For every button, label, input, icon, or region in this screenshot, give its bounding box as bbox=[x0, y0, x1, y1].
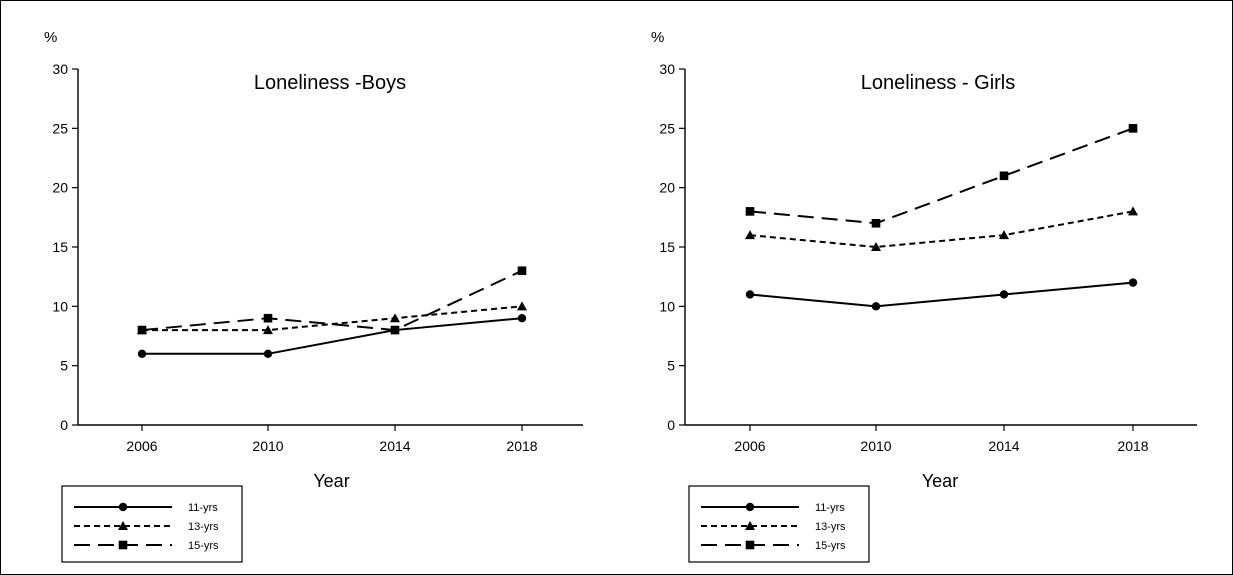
data-point-15-yrs bbox=[263, 313, 273, 323]
data-point-11-yrs bbox=[745, 290, 755, 299]
legend-box bbox=[61, 485, 243, 563]
data-point-11-yrs bbox=[263, 349, 273, 358]
x-tick-label: 2018 bbox=[1117, 438, 1148, 454]
data-point-15-yrs bbox=[745, 207, 755, 216]
y-tick-label: 10 bbox=[659, 298, 675, 314]
x-tick-label: 2014 bbox=[988, 438, 1019, 454]
series-13-yrs bbox=[137, 301, 527, 335]
data-point-13-yrs bbox=[263, 325, 273, 335]
x-tick-label: 2006 bbox=[126, 438, 157, 454]
chart-girls: 0 5 10 15 20 25 30 2006 2010 2014 2018% Loneliness … bbox=[651, 29, 1197, 563]
x-axis-title: Year bbox=[922, 471, 958, 491]
y-tick-label: 5 bbox=[667, 358, 675, 374]
data-point-15-yrs bbox=[999, 171, 1009, 181]
data-point-13-yrs bbox=[999, 230, 1009, 240]
x-tick-label: 2010 bbox=[860, 438, 891, 454]
data-point-11-yrs bbox=[1128, 278, 1138, 287]
series-13-yrs bbox=[745, 206, 1138, 251]
series-15-yrs bbox=[745, 124, 1138, 228]
y-tick-label: 20 bbox=[52, 180, 68, 196]
legend-label: 13-yrs bbox=[188, 521, 219, 533]
chart-boys: 0 5 10 15 20 25 30 2006 2010 2014 2018% Loneliness … bbox=[44, 29, 583, 563]
y-tick-label: 15 bbox=[52, 239, 68, 255]
legend-marker-11-yrs bbox=[745, 502, 755, 512]
data-point-11-yrs bbox=[137, 349, 147, 358]
data-point-13-yrs bbox=[871, 242, 881, 251]
series-line-11-yrs bbox=[749, 281, 1134, 308]
data-point-15-yrs bbox=[137, 325, 147, 335]
series-11-yrs bbox=[137, 314, 527, 358]
legend-label: 15-yrs bbox=[815, 540, 846, 552]
data-point-13-yrs bbox=[517, 301, 527, 311]
x-tick-label: 2014 bbox=[379, 438, 410, 454]
legend-marker-15-yrs bbox=[745, 540, 755, 550]
legend: 11-yrs 13-yrs 15-yrs bbox=[61, 485, 243, 563]
series-line-13-yrs bbox=[749, 210, 1134, 249]
y-tick-label: 5 bbox=[60, 358, 68, 374]
legend-label: 11-yrs bbox=[188, 502, 218, 514]
legend-marker-11-yrs bbox=[118, 502, 128, 512]
legend-label: 15-yrs bbox=[188, 540, 219, 552]
y-tick-label: 30 bbox=[52, 61, 68, 77]
chart-title: Loneliness - Girls bbox=[861, 72, 1016, 94]
legend-label: 11-yrs bbox=[815, 502, 845, 514]
y-tick-label: 25 bbox=[52, 120, 68, 136]
data-point-13-yrs bbox=[390, 313, 400, 323]
series-15-yrs bbox=[137, 266, 527, 335]
series-line-15-yrs bbox=[141, 269, 523, 332]
unit-label: % bbox=[651, 29, 664, 46]
legend-marker-13-yrs bbox=[118, 521, 128, 530]
series-line-13-yrs bbox=[142, 305, 523, 332]
x-axis-title: Year bbox=[313, 471, 349, 491]
data-point-13-yrs bbox=[745, 230, 755, 240]
legend: 11-yrs 13-yrs 15-yrs bbox=[688, 485, 870, 563]
series-line-11-yrs bbox=[142, 317, 523, 355]
data-point-11-yrs bbox=[999, 290, 1009, 299]
x-tick-label: 2010 bbox=[252, 438, 283, 454]
legend-box bbox=[688, 485, 870, 563]
data-point-15-yrs bbox=[871, 218, 881, 228]
y-tick-label: 0 bbox=[60, 417, 68, 433]
chart-title: Loneliness -Boys bbox=[254, 72, 406, 94]
data-point-11-yrs bbox=[517, 314, 527, 323]
y-tick-label: 20 bbox=[659, 180, 675, 196]
legend-marker-13-yrs bbox=[745, 521, 755, 530]
data-point-15-yrs bbox=[390, 325, 400, 335]
series-line-15-yrs bbox=[749, 127, 1134, 225]
data-point-15-yrs bbox=[517, 266, 527, 276]
series-11-yrs bbox=[745, 278, 1138, 311]
x-tick-label: 2018 bbox=[506, 438, 537, 454]
legend-marker-15-yrs bbox=[118, 540, 128, 550]
y-tick-label: 25 bbox=[659, 120, 675, 136]
data-point-11-yrs bbox=[871, 302, 881, 311]
y-tick-label: 30 bbox=[659, 61, 675, 77]
legend-label: 13-yrs bbox=[815, 521, 846, 533]
x-tick-label: 2006 bbox=[734, 438, 765, 454]
data-point-13-yrs bbox=[1128, 206, 1138, 216]
data-point-15-yrs bbox=[1128, 124, 1138, 133]
unit-label: % bbox=[44, 29, 57, 46]
y-tick-label: 0 bbox=[667, 417, 675, 433]
y-tick-label: 15 bbox=[659, 239, 675, 255]
y-tick-label: 10 bbox=[52, 298, 68, 314]
